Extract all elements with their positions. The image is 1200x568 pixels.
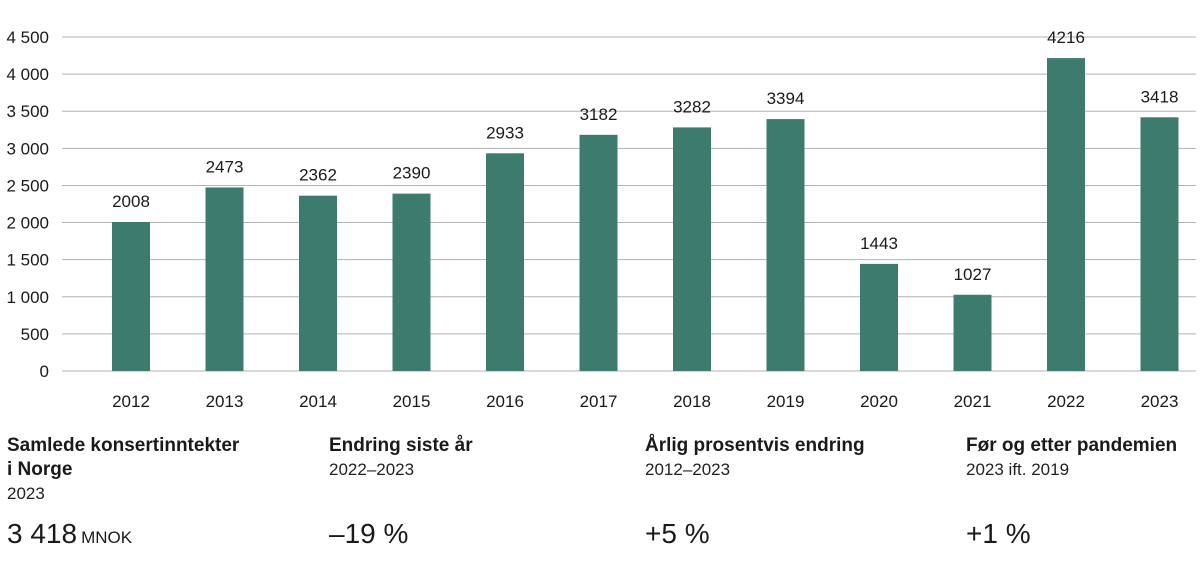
x-tick-label: 2015	[393, 392, 431, 411]
y-tick-label: 3 000	[6, 139, 49, 158]
data-label: 1443	[860, 234, 898, 253]
x-axis-tick-labels: 2012 2013 2014 2015 2016 2017 2018 2019 2020 2021…	[112, 392, 1178, 411]
data-label: 4216	[1047, 28, 1085, 47]
bar	[579, 134, 618, 371]
y-tick-label: 2 500	[6, 176, 49, 195]
stat-annual-change-value: +5 %	[645, 518, 710, 549]
stat-annual-change-subtitle: 2012–2023	[645, 460, 731, 479]
data-label: 3394	[767, 89, 805, 108]
stat-annual-change-title: Årlig prosentvis endring	[645, 435, 865, 456]
stat-pandemic-comparison-title: Før og etter pandemien	[966, 435, 1178, 456]
y-tick-label: 0	[40, 362, 49, 381]
x-tick-label: 2020	[860, 392, 898, 411]
y-tick-label: 1 500	[6, 251, 49, 270]
bar	[299, 195, 337, 371]
bar-chart: 0 500 1 000 1 500 2 000 2 500 3 000 3 500 4 000 4…	[6, 28, 1196, 411]
x-tick-label: 2023	[1141, 392, 1179, 411]
stat-total-revenue: Samlede konsertinntekter i Norge 2023 3 …	[7, 434, 307, 549]
data-label: 3282	[673, 97, 711, 116]
bar	[860, 263, 898, 371]
y-tick-label: 4 000	[6, 65, 49, 84]
x-tick-label: 2013	[206, 392, 244, 411]
y-tick-label: 500	[21, 325, 49, 344]
x-tick-label: 2019	[767, 392, 805, 411]
stat-pandemic-comparison-value: +1 %	[966, 518, 1031, 549]
x-tick-label: 2022	[1047, 392, 1085, 411]
bar	[486, 153, 524, 371]
bar	[766, 119, 805, 371]
stat-last-year-change-subtitle: 2022–2023	[329, 460, 415, 479]
gridlines	[62, 36, 1196, 372]
stat-total-revenue-value: 3 418	[7, 518, 78, 549]
stat-total-revenue-title: Samlede konsertinntekter i Norge	[7, 435, 240, 480]
x-tick-label: 2012	[112, 392, 150, 411]
bar	[392, 193, 431, 371]
bar	[1047, 58, 1085, 372]
y-tick-label: 4 500	[6, 28, 49, 47]
y-tick-label: 2 000	[6, 214, 49, 233]
bar	[205, 187, 244, 371]
stat-pandemic-comparison-subtitle: 2023 ift. 2019	[966, 460, 1070, 479]
data-label: 2473	[206, 157, 244, 176]
data-label: 3182	[580, 105, 618, 124]
bar	[112, 221, 150, 371]
stat-total-revenue-subtitle: 2023	[7, 484, 45, 503]
x-tick-label: 2017	[580, 392, 618, 411]
data-label: 2933	[486, 123, 524, 142]
stat-last-year-change-title: Endring siste år	[329, 435, 473, 456]
data-labels: 2008 2473 2362 2390 2933 3182 3282 3394 1443 1027…	[112, 28, 1178, 284]
stat-last-year-change-value: –19 %	[329, 518, 409, 549]
y-tick-label: 3 500	[6, 102, 49, 121]
bar	[673, 127, 711, 371]
data-label: 3418	[1141, 87, 1179, 106]
bars	[112, 58, 1179, 372]
stat-annual-change: Årlig prosentvis endring 2012–2023 +5 %	[645, 434, 945, 549]
x-tick-label: 2014	[299, 392, 337, 411]
data-label: 2008	[112, 192, 150, 211]
bar	[1140, 117, 1179, 371]
y-tick-label: 1 000	[6, 288, 49, 307]
data-label: 2362	[299, 166, 337, 185]
stat-pandemic-comparison: Før og etter pandemien 2023 ift. 2019 +1…	[966, 434, 1200, 549]
x-tick-label: 2016	[486, 392, 524, 411]
stat-total-revenue-unit: MNOK	[81, 528, 133, 547]
x-tick-label: 2018	[673, 392, 711, 411]
stat-total-revenue-value-line: 3 418 MNOK	[7, 518, 132, 554]
bar	[953, 294, 992, 371]
data-label: 1027	[954, 265, 992, 284]
x-tick-label: 2021	[954, 392, 992, 411]
y-axis-tick-labels: 0 500 1 000 1 500 2 000 2 500 3 000 3 500 4 000 4…	[6, 28, 49, 381]
stat-last-year-change: Endring siste år 2022–2023 –19 %	[329, 434, 629, 549]
data-label: 2390	[393, 164, 431, 183]
